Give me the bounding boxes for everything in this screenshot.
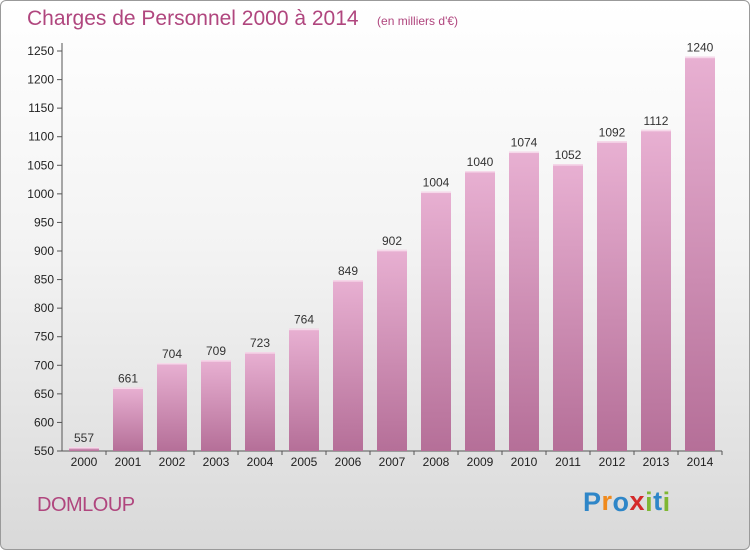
x-tick-label: 2001: [115, 455, 142, 469]
bar-highlight: [113, 387, 143, 390]
logo-letter: r: [601, 486, 613, 516]
logo-letter: o: [612, 487, 630, 517]
y-tick-label: 700: [34, 358, 54, 372]
y-tick-label: 800: [34, 301, 54, 315]
bar-highlight: [69, 447, 99, 449]
bar-highlight: [377, 249, 407, 252]
bar-2005: [289, 328, 319, 451]
data-label-2000: 557: [74, 431, 94, 445]
x-tick-label: 2012: [599, 455, 626, 469]
bar-2004: [245, 352, 275, 451]
x-tick-label: 2008: [423, 455, 450, 469]
bar-2010: [509, 151, 539, 452]
bars: [69, 56, 715, 452]
data-label-2010: 1074: [511, 136, 538, 150]
data-label-2001: 661: [118, 372, 138, 386]
data-label-2013: 1112: [644, 114, 669, 128]
x-tick-label: 2014: [687, 455, 714, 469]
chart-title: Charges de Personnel 2000 à 2014: [27, 7, 359, 30]
logo-letter: i: [645, 487, 654, 517]
bar-highlight: [553, 164, 583, 166]
bar-highlight: [245, 352, 275, 354]
bar-2013: [641, 129, 671, 451]
data-label-2003: 709: [206, 344, 226, 358]
bar-highlight: [597, 141, 627, 143]
x-tick-label: 2007: [379, 455, 406, 469]
y-tick-label: 650: [34, 387, 54, 401]
proxiti-logo: Proxiti: [583, 486, 671, 518]
x-tick-label: 2004: [247, 455, 274, 469]
data-labels: 557 661 704 709 723 764 849 902 1004 1040 1074 1052…: [74, 41, 714, 445]
bar-2008: [421, 191, 451, 452]
x-axis: 2000 2001 2002 2003 2004 2005 2006 2007 2008 2009…: [62, 450, 723, 469]
bar-2003: [201, 360, 231, 451]
data-label-2002: 704: [162, 347, 182, 361]
data-label-2011: 1052: [555, 148, 582, 162]
y-axis: 550 600 650 700 750 800 850 900 950 1000 1050 1100 1…: [27, 43, 63, 458]
bar-2007: [377, 249, 407, 451]
bar-2006: [333, 280, 363, 451]
y-tick-label: 900: [34, 244, 54, 258]
title-row: Charges de Personnel 2000 à 2014 (en mil…: [27, 7, 458, 31]
bar-highlight: [421, 191, 451, 194]
data-label-2008: 1004: [423, 176, 450, 190]
bar-highlight: [509, 151, 539, 154]
y-tick-label: 1000: [27, 187, 54, 201]
bar-2000: [69, 447, 99, 451]
x-tick-label: 2009: [467, 455, 494, 469]
data-label-2006: 849: [338, 264, 358, 278]
bar-highlight: [641, 129, 671, 132]
y-tick-label: 1150: [28, 101, 54, 115]
logo-letter: x: [629, 486, 646, 516]
logo-letter: P: [583, 487, 602, 517]
y-tick-label: 600: [34, 415, 54, 429]
bar-2014: [685, 56, 715, 451]
bar-2001: [113, 387, 143, 451]
x-tick-label: 2010: [511, 455, 538, 469]
data-label-2007: 902: [382, 234, 402, 248]
data-label-2014: 1240: [687, 41, 714, 55]
y-tick-label: 550: [34, 444, 54, 458]
data-label-2004: 723: [250, 336, 270, 350]
bar-2012: [597, 141, 627, 452]
y-tick-label: 950: [34, 215, 54, 229]
logo-letter: t: [653, 486, 663, 516]
x-tick-label: 2000: [71, 455, 98, 469]
data-label-2009: 1040: [467, 155, 494, 169]
y-tick-label: 1250: [27, 44, 54, 58]
logo-letter: i: [662, 487, 671, 517]
bar-2009: [465, 171, 495, 451]
y-tick-label: 750: [34, 330, 54, 344]
bar-highlight: [289, 328, 319, 331]
bar-2011: [553, 164, 583, 451]
x-tick-label: 2006: [335, 455, 362, 469]
unit-note: (en milliers d'€): [377, 14, 459, 28]
data-label-2005: 764: [294, 313, 314, 327]
bar-highlight: [157, 363, 187, 365]
bar-2002: [157, 363, 187, 451]
bar-highlight: [465, 171, 495, 173]
y-tick-label: 1200: [27, 73, 54, 87]
x-tick-label: 2003: [203, 455, 230, 469]
y-tick-label: 850: [34, 273, 54, 287]
x-tick-label: 2002: [159, 455, 186, 469]
x-tick-label: 2013: [643, 455, 670, 469]
data-label-2012: 1092: [599, 125, 626, 139]
bar-highlight: [201, 360, 231, 362]
bar-highlight: [333, 280, 363, 282]
x-tick-label: 2011: [555, 455, 581, 469]
bar-highlight: [685, 56, 715, 59]
commune-name: DOMLOUP: [37, 494, 135, 516]
y-tick-label: 1100: [28, 130, 54, 144]
y-tick-label: 1050: [27, 158, 54, 172]
x-tick-label: 2005: [291, 455, 318, 469]
